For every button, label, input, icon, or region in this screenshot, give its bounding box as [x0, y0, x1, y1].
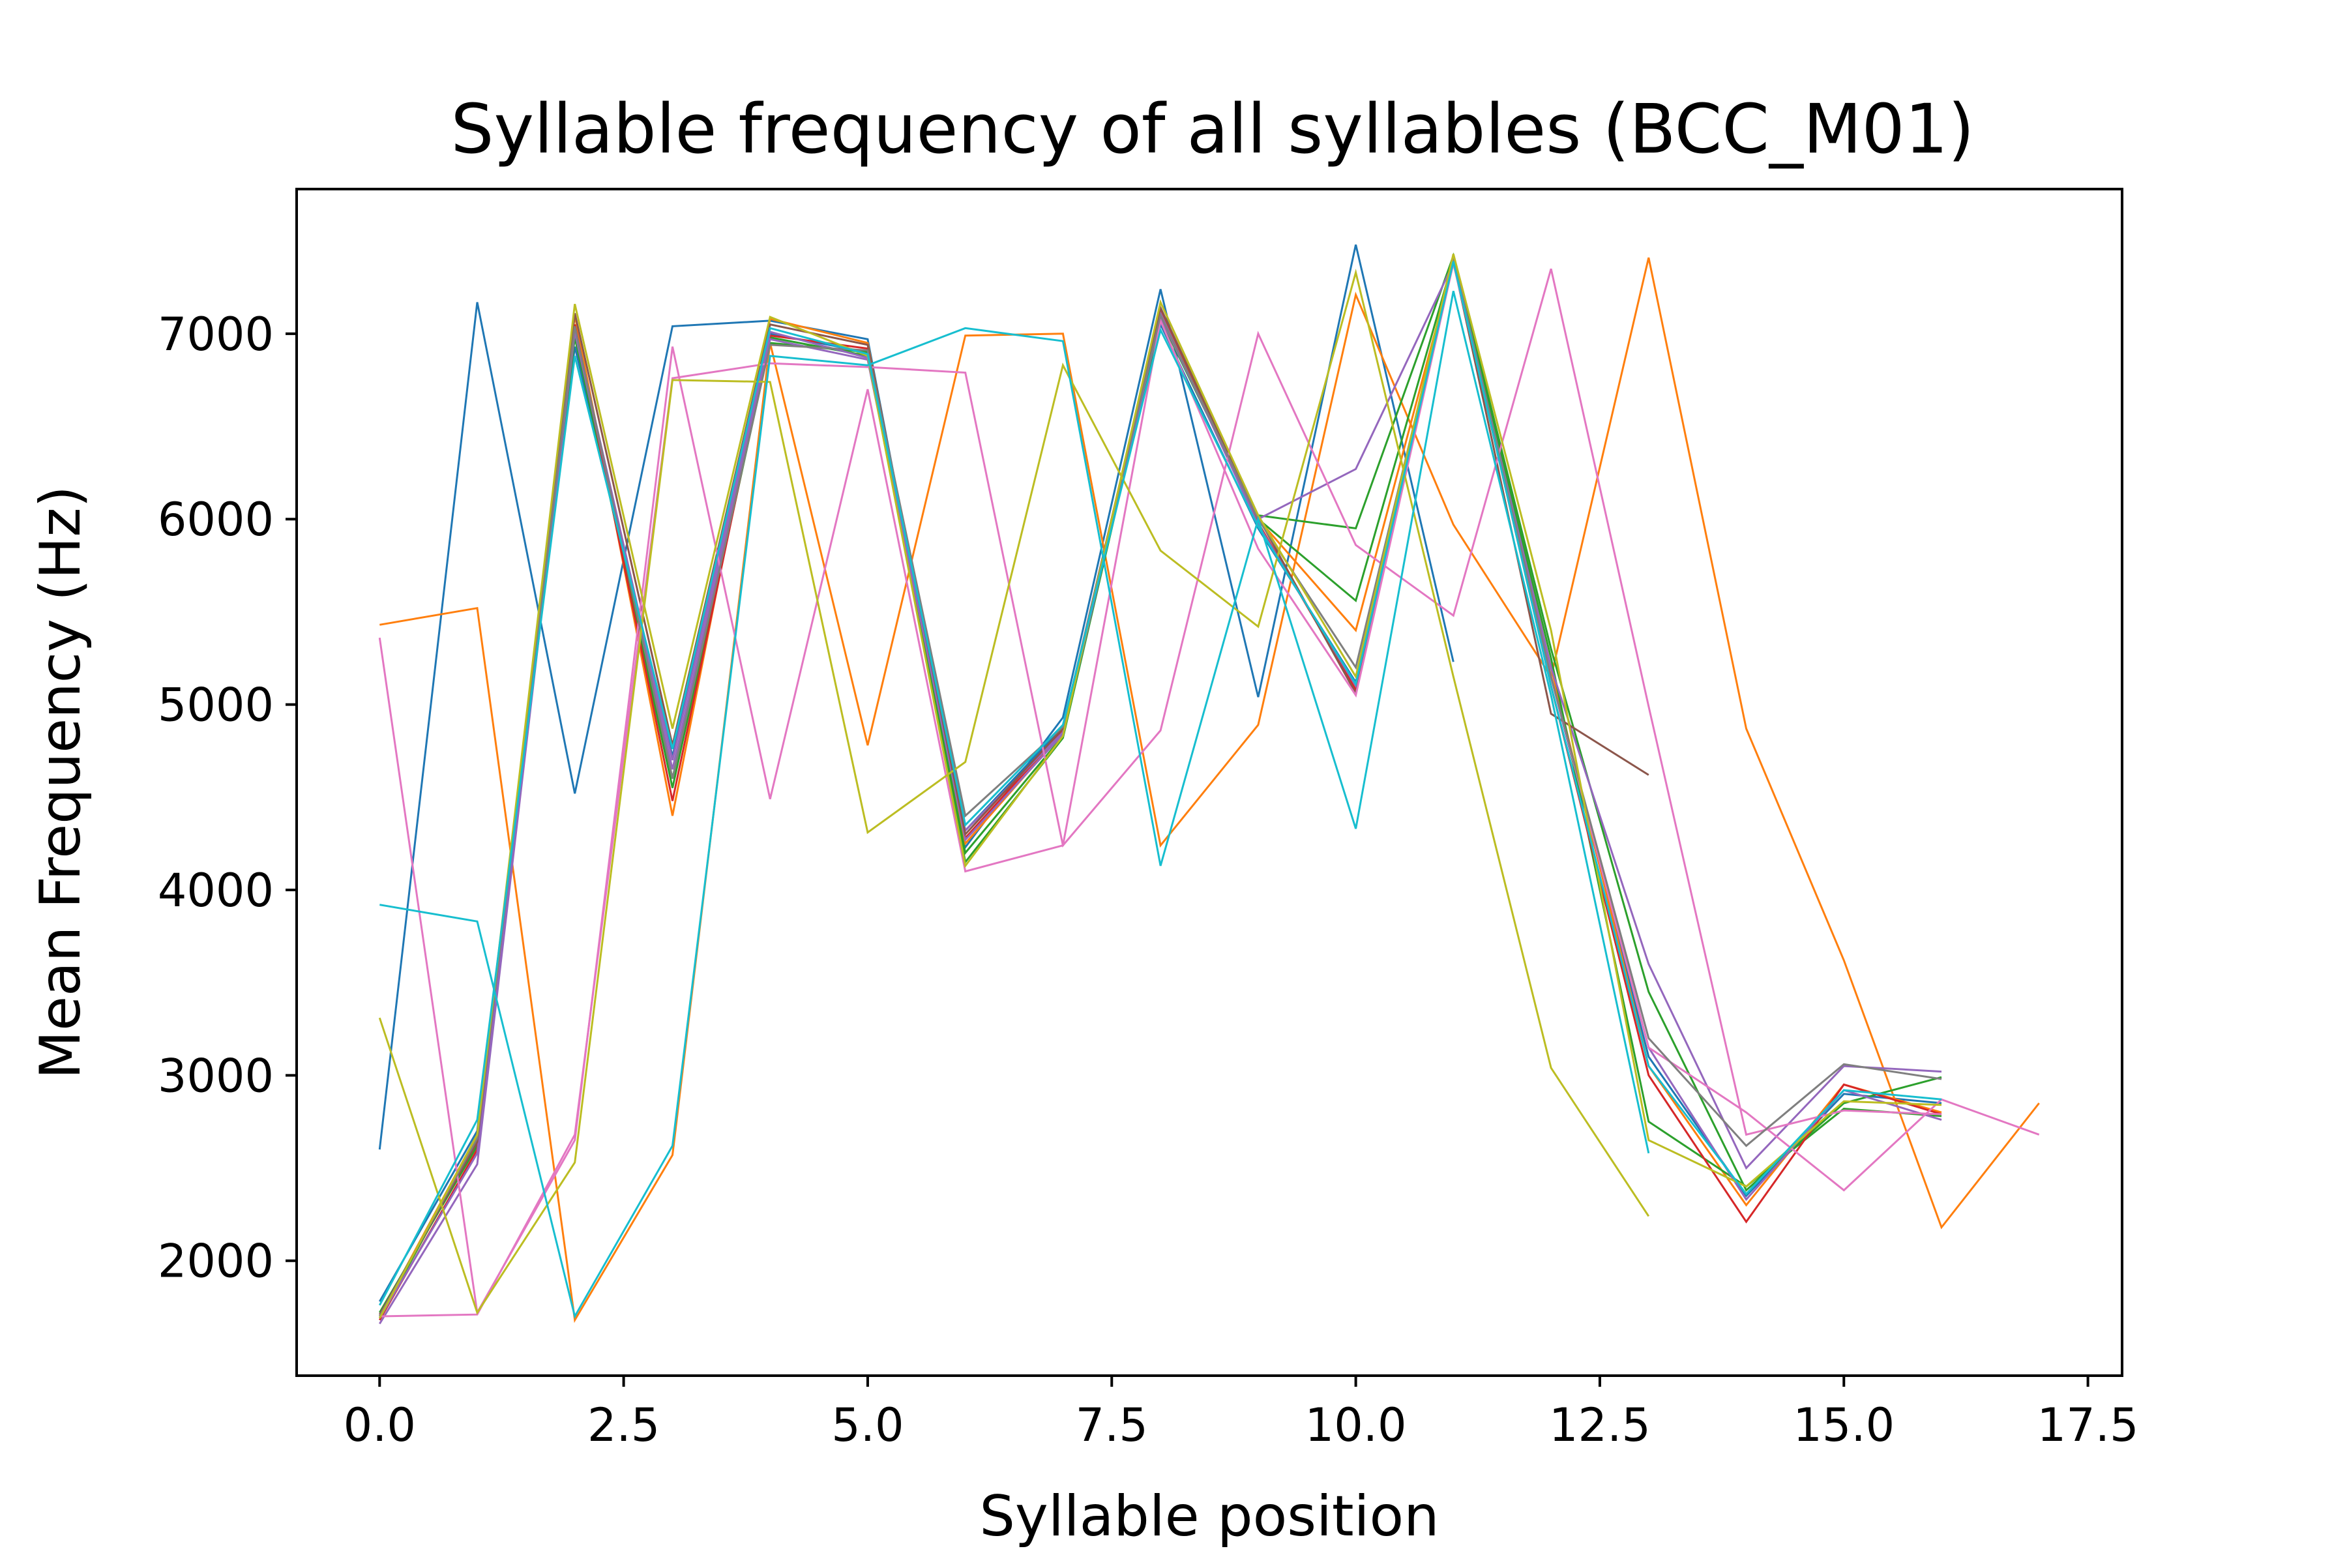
x-tick-label: 10.0: [1305, 1398, 1407, 1452]
x-tick-label: 17.5: [2037, 1398, 2139, 1452]
y-tick-label: 2000: [158, 1235, 274, 1288]
y-tick-label: 3000: [158, 1049, 274, 1102]
series-line-6: [379, 256, 1942, 1314]
y-axis: 2000 3000 4000 5000 6000 7000: [158, 308, 297, 1288]
series-line-11: [378, 263, 2040, 1316]
x-tick-label: 12.5: [1549, 1398, 1651, 1452]
series-line-5: [378, 252, 1942, 1319]
series-line-3: [378, 263, 1942, 1317]
y-tick-label: 7000: [158, 308, 274, 361]
plot-area: [378, 244, 2040, 1325]
x-axis-label: Syllable position: [979, 1484, 1439, 1549]
x-tick-label: 15.0: [1793, 1398, 1895, 1452]
x-tick-label: 0.0: [344, 1398, 416, 1452]
series-line-16: [379, 291, 1650, 1319]
y-tick-label: 4000: [158, 864, 274, 917]
x-tick-label: 2.5: [587, 1398, 660, 1452]
series-line-17: [378, 261, 1942, 1306]
axes-frame: [295, 188, 2123, 1377]
y-axis-label: Mean Frequency (Hz): [28, 486, 93, 1079]
series-line-15: [378, 254, 1942, 1319]
x-axis: 0.0 2.5 5.0 7.5 10.0 12.5 15.0 17.5: [344, 1376, 2139, 1452]
series-line-14: [378, 269, 1650, 1315]
y-tick-label: 6000: [158, 493, 274, 546]
series-line-4: [379, 257, 2040, 1324]
series-line-13: [378, 259, 1942, 1317]
series-line-12: [379, 268, 1942, 1318]
x-tick-label: 7.5: [1076, 1398, 1148, 1452]
series-line-1: [378, 259, 1942, 1303]
chart-title: Syllable frequency of all syllables (BCC…: [451, 89, 1975, 169]
x-tick-label: 5.0: [831, 1398, 904, 1452]
y-tick-label: 5000: [158, 679, 274, 732]
series-line-2: [378, 244, 1454, 1150]
